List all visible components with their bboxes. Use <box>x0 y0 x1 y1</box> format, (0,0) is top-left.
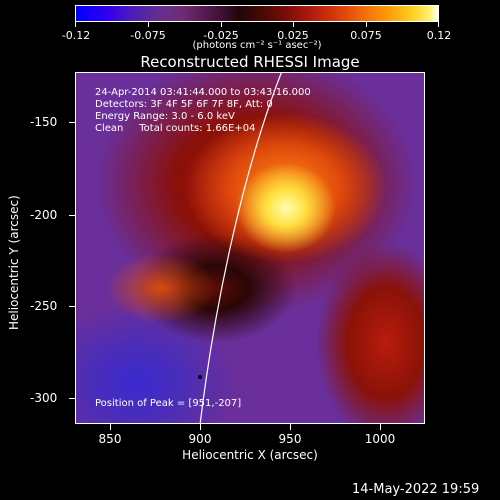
x-axis-tick <box>290 424 291 430</box>
colorbar-tick <box>293 22 294 27</box>
y-axis-tick <box>69 398 75 399</box>
colorbar-tick <box>148 22 149 27</box>
info-peak-position: Position of Peak = [951,-207] <box>95 398 242 409</box>
x-axis-tick-label: 900 <box>188 432 212 446</box>
colorbar-tick-label: -0.12 <box>61 29 91 42</box>
info-clean-counts: Clean Total counts: 1.66E+04 <box>95 123 256 134</box>
colorbar-tick-label: 0.025 <box>277 29 309 42</box>
colorbar-units: (photons cm⁻² s⁻¹ asec⁻²) <box>192 40 322 51</box>
info-time-range: 24-Apr-2014 03:41:44.000 to 03:43:16.000 <box>95 87 311 98</box>
info-energy-range: Energy Range: 3.0 - 6.0 keV <box>95 111 235 122</box>
x-axis-tick-label: 850 <box>98 432 122 446</box>
y-axis-tick-label: -150 <box>30 115 58 129</box>
colorbar-tick <box>221 22 222 27</box>
render-timestamp: 14-May-2022 19:59 <box>352 482 480 497</box>
plot-title: Reconstructed RHESSI Image <box>140 53 360 71</box>
colorbar-tick <box>366 22 367 27</box>
colorbar-tick-label: -0.075 <box>130 29 166 42</box>
x-axis-label: Heliocentric X (arcsec) <box>182 448 318 462</box>
colorbar-tick-label: 0.12 <box>426 29 452 42</box>
heatmap-image: 24-Apr-2014 03:41:44.000 to 03:43:16.000… <box>75 72 425 424</box>
y-axis-tick-label: -250 <box>30 299 58 313</box>
info-detectors: Detectors: 3F 4F 5F 6F 7F 8F, Att: 0 <box>95 99 273 110</box>
colorbar-tick <box>438 22 439 27</box>
x-axis-tick <box>200 424 201 430</box>
y-axis-tick <box>69 215 75 216</box>
x-axis-tick <box>110 424 111 430</box>
y-axis-tick <box>69 306 75 307</box>
x-axis-tick <box>380 424 381 430</box>
heatmap-peak <box>236 163 336 253</box>
solar-limb-overlay <box>198 73 282 423</box>
y-axis-tick <box>69 122 75 123</box>
heatmap-region-bright <box>106 253 216 323</box>
colorbar-tick-label: 0.075 <box>350 29 382 42</box>
y-axis-tick-label: -200 <box>30 208 58 222</box>
x-axis-tick-label: 950 <box>278 432 302 446</box>
x-axis-tick-label: 1000 <box>364 432 396 446</box>
colorbar <box>75 5 439 22</box>
y-axis-tick-label: -300 <box>30 391 58 405</box>
colorbar-tick <box>75 22 76 27</box>
y-axis-label: Heliocentric Y (arcsec) <box>7 195 21 330</box>
colorbar-tick-label: -0.025 <box>203 29 239 42</box>
